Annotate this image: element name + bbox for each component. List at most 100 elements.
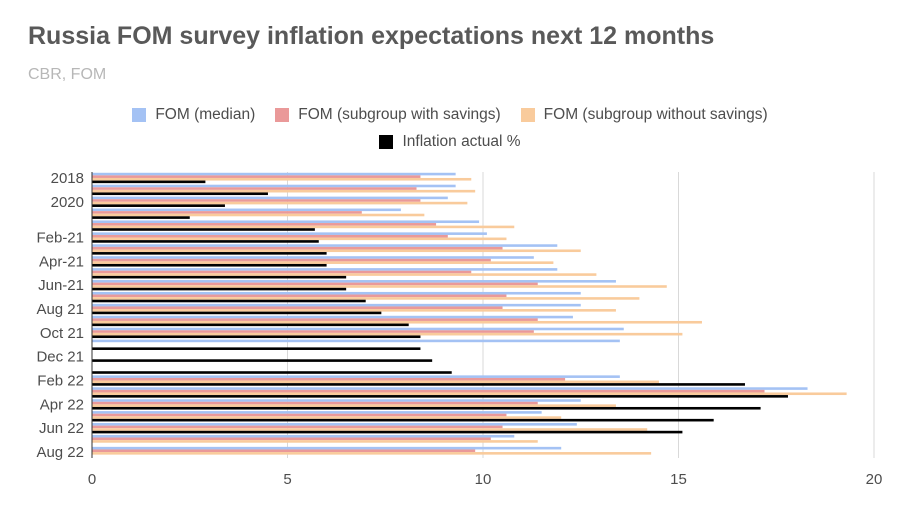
bar-2019-series-0[interactable] [92,184,456,188]
y-tick-label-oct-21: Oct 21 [40,325,84,342]
bar-apr-21-series-3[interactable] [92,263,327,267]
chart-title: Russia FOM survey inflation expectations… [28,22,715,50]
bar-dec-21-series-3[interactable] [92,359,433,362]
bar-mar-21-series-2[interactable] [92,249,581,253]
bar-mar-21-series-3[interactable] [92,252,327,255]
bar-mar-22-series-1[interactable] [92,389,765,393]
bar-jun-21-series-1[interactable] [92,282,538,286]
bar-jul-22-series-1[interactable] [92,437,491,441]
y-tick-label-apr-22: Apr 22 [40,396,84,413]
bar-apr-22-series-1[interactable] [92,401,538,405]
bar-2020-series-2[interactable] [92,201,468,205]
y-tick-label-jun-22: Jun 22 [39,420,84,437]
bar-may-21-series-3[interactable] [92,275,347,279]
bar-jul-22-series-2[interactable] [92,440,538,443]
bar-2020-series-3[interactable] [92,204,225,207]
bar-oct-21-series-2[interactable] [92,332,683,336]
bar-jan-21-series-1[interactable] [92,223,437,226]
bar-feb-21-series-3[interactable] [92,240,319,243]
bar-may-21-series-1[interactable] [92,270,472,274]
bar-feb-22-series-3[interactable] [92,383,745,386]
bar-feb-22-series-0[interactable] [92,375,620,378]
bar-jan-21-series-3[interactable] [92,228,315,231]
legend-item-inflation-actual[interactable]: Inflation actual % [379,133,521,151]
bar-nov-21-series-3[interactable] [92,347,421,350]
bar-jul-21-series-0[interactable] [92,291,581,295]
bar-apr-21-series-1[interactable] [92,258,491,262]
bar-sep-21-series-2[interactable] [92,320,702,324]
bar-oct-21-series-3[interactable] [92,335,421,339]
bar-may-22-series-3[interactable] [92,418,714,422]
bar-sep-21-series-3[interactable] [92,323,409,327]
bar-jan-22-series-3[interactable] [92,371,452,374]
bar-2019-series-2[interactable] [92,189,476,193]
bar-apr-22-series-2[interactable] [92,404,616,407]
bar-jun-21-series-3[interactable] [92,287,347,291]
bar-aug-22-series-1[interactable] [92,449,476,453]
x-tick-label-5: 5 [283,471,291,488]
bar-jan-21-series-0[interactable] [92,220,480,224]
bar-aug-21-series-1[interactable] [92,306,503,310]
bar-sep-21-series-1[interactable] [92,318,538,321]
bar-jun-22-series-1[interactable] [92,425,503,429]
bar-jun-22-series-3[interactable] [92,430,683,434]
bar-jul-21-series-3[interactable] [92,299,366,303]
bar-jul-21-series-1[interactable] [92,294,507,298]
bar-jun-22-series-2[interactable] [92,428,648,431]
bar-jun-21-series-0[interactable] [92,280,616,283]
bar-mar-22-series-0[interactable] [92,387,808,390]
bar-aug-22-series-2[interactable] [92,452,652,455]
legend-swatch-fom-without-savings [520,108,535,122]
bar-oct-21-series-0[interactable] [92,327,624,331]
bar-aug-21-series-3[interactable] [92,311,382,315]
bar-may-21-series-0[interactable] [92,268,558,271]
bar-jan-21-series-2[interactable] [92,225,515,229]
bar-may-21-series-2[interactable] [92,273,597,276]
bar-2021-series-2[interactable] [92,213,425,217]
bar-jul-22-series-0[interactable] [92,434,515,438]
bar-feb-22-series-1[interactable] [92,377,566,381]
bar-aug-22-series-0[interactable] [92,446,562,450]
bar-2021-series-1[interactable] [92,211,362,214]
bar-apr-22-series-3[interactable] [92,406,761,410]
bar-feb-22-series-2[interactable] [92,380,659,384]
bar-2019-series-1[interactable] [92,187,417,190]
bar-nov-21-series-0[interactable] [92,339,620,343]
bar-jun-21-series-2[interactable] [92,285,667,288]
bar-sep-21-series-0[interactable] [92,315,573,319]
bar-apr-21-series-2[interactable] [92,261,554,264]
bar-feb-21-series-1[interactable] [92,234,448,238]
bar-jun-22-series-0[interactable] [92,423,577,426]
bar-2021-series-0[interactable] [92,208,401,212]
bar-2020-series-0[interactable] [92,196,448,200]
bar-mar-22-series-3[interactable] [92,395,788,398]
bar-may-22-series-2[interactable] [92,416,562,419]
bar-aug-21-series-0[interactable] [92,303,581,307]
bar-apr-21-series-0[interactable] [92,256,534,259]
bar-may-22-series-1[interactable] [92,413,507,417]
bar-feb-21-series-2[interactable] [92,237,507,241]
bar-may-22-series-0[interactable] [92,411,542,414]
bar-2019-series-3[interactable] [92,192,268,196]
bar-2018-series-0[interactable] [92,172,456,176]
bar-apr-22-series-0[interactable] [92,399,581,402]
legend-item-fom-median[interactable]: FOM (median) [132,106,255,124]
x-tick-label-20: 20 [866,471,883,488]
bar-mar-21-series-0[interactable] [92,244,558,247]
bar-2020-series-1[interactable] [92,199,421,202]
bar-aug-21-series-2[interactable] [92,309,616,312]
legend-item-fom-with-savings[interactable]: FOM (subgroup with savings) [275,106,501,124]
bar-2018-series-2[interactable] [92,177,472,181]
bar-2021-series-3[interactable] [92,216,190,219]
bar-2018-series-1[interactable] [92,175,421,178]
bar-mar-22-series-2[interactable] [92,392,847,396]
bar-jul-21-series-2[interactable] [92,297,640,300]
y-tick-label-aug-21: Aug 21 [36,301,84,318]
bar-feb-21-series-0[interactable] [92,232,487,235]
bar-2018-series-3[interactable] [92,180,206,184]
y-tick-label-jun-21: Jun-21 [38,277,84,294]
bar-mar-21-series-1[interactable] [92,246,503,250]
legend-item-fom-without-savings[interactable]: FOM (subgroup without savings) [520,106,768,124]
bar-oct-21-series-1[interactable] [92,330,534,333]
